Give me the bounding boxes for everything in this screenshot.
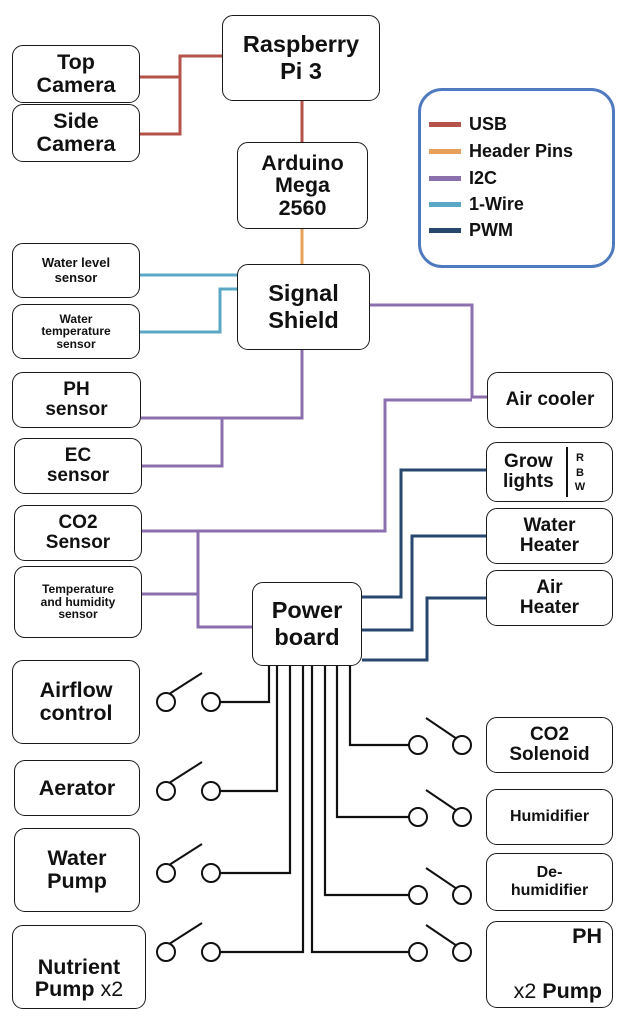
switch-ph-pump (408, 924, 472, 962)
node-nutrient-pump: Nutrient Pump x2 (12, 925, 146, 1009)
legend-label-usb: USB (469, 113, 508, 134)
legend-swatch-1-wire (429, 201, 461, 207)
node-co2-solenoid: CO2 Solenoid (486, 717, 613, 773)
legend-label-header-pins: Header Pins (469, 140, 574, 161)
legend: USB Header Pins I2C 1-Wire PWM (418, 88, 615, 268)
relay-connections (220, 666, 410, 954)
legend-label-1-wire: 1-Wire (469, 193, 524, 214)
legend-item-usb: USB (429, 112, 507, 136)
channel-r: R (576, 451, 584, 464)
node-side-camera: Side Camera (12, 104, 140, 162)
legend-item-header-pins: Header Pins (429, 139, 573, 163)
node-aerator: Aerator (14, 760, 140, 816)
legend-swatch-usb (429, 121, 461, 127)
node-ph-sensor: PH sensor (12, 372, 141, 428)
legend-swatch-pwm (429, 227, 461, 233)
node-arduino-mega: Arduino Mega 2560 (237, 142, 368, 229)
node-raspberry-pi: Raspberry Pi 3 (222, 15, 380, 101)
switch-co2-solenoid (408, 717, 472, 755)
legend-item-1-wire: 1-Wire (429, 192, 524, 216)
grow-lights-divider (566, 447, 568, 497)
node-co2-sensor: CO2 Sensor (14, 505, 142, 561)
node-air-cooler: Air cooler (487, 372, 613, 428)
ph-pump-label-top: PH (572, 923, 602, 948)
node-humidifier: Humidifier (486, 789, 613, 845)
node-signal-shield: Signal Shield (237, 264, 370, 350)
legend-label-i2c: I2C (469, 167, 498, 188)
node-water-pump: Water Pump (14, 828, 140, 912)
channel-b: B (576, 466, 584, 479)
one-wire-connections (140, 273, 237, 334)
nutrient-pump-multiplier: x2 (100, 977, 124, 1002)
node-ec-sensor: EC sensor (14, 438, 142, 494)
pwm-connections (362, 468, 486, 662)
switch-aerator (156, 761, 221, 801)
switch-water-pump (156, 843, 221, 883)
node-power-board: Power board (252, 582, 362, 666)
i2c-connections (141, 303, 487, 629)
node-water-temperature-sensor: Water temperature sensor (12, 304, 140, 359)
ph-pump-label-bottom: Pump (542, 979, 602, 1004)
legend-swatch-header-pins (429, 148, 461, 154)
switch-humidifier (408, 789, 472, 827)
legend-item-pwm: PWM (429, 218, 513, 242)
ph-pump-multiplier: x2 (513, 979, 537, 1004)
node-ph-pump: PH x2 Pump (486, 921, 613, 1008)
legend-swatch-i2c (429, 175, 461, 181)
node-top-camera: Top Camera (12, 45, 140, 103)
nutrient-pump-label: Nutrient Pump (34, 954, 121, 1002)
node-airflow-control: Airflow control (12, 660, 140, 744)
node-air-heater: Air Heater (486, 570, 613, 626)
grow-lights-channels: R B W (568, 447, 592, 499)
switch-dehumidifier (408, 867, 472, 905)
switch-nutrient-pump (156, 922, 221, 962)
usb-connections (140, 54, 304, 142)
node-grow-lights: Grow lights (486, 442, 613, 502)
node-water-heater: Water Heater (486, 508, 613, 564)
channel-w: W (574, 481, 586, 494)
legend-label-pwm: PWM (469, 219, 513, 240)
switch-airflow-control (156, 672, 221, 712)
legend-item-i2c: I2C (429, 166, 497, 190)
node-water-level-sensor: Water level sensor (12, 243, 140, 298)
node-dehumidifier: De- humidifier (486, 853, 613, 911)
node-temperature-humidity-sensor: Temperature and humidity sensor (14, 566, 142, 638)
